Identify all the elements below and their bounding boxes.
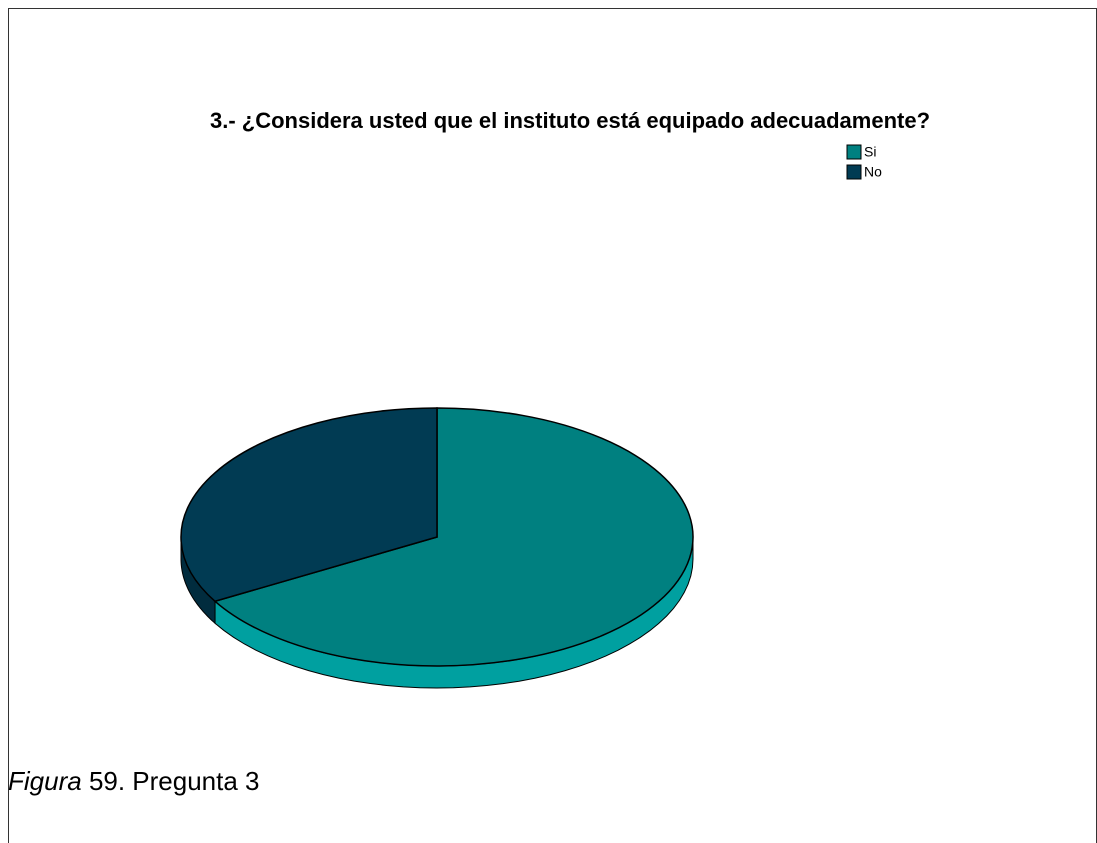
slice: [180, 407, 438, 603]
caption-label: Figura: [8, 766, 82, 796]
chart-title: 3.- ¿Considera usted que el instituto es…: [210, 108, 930, 133]
slice: [213, 407, 694, 667]
caption: Figura 59. Pregunta 3: [8, 766, 260, 796]
caption-space: [82, 766, 89, 796]
legend-swatch: [846, 144, 862, 160]
legend-label: Si: [864, 144, 876, 160]
legend-label: No: [864, 164, 882, 180]
legend-swatch: [846, 164, 862, 180]
caption-text: 59. Pregunta 3: [89, 766, 260, 796]
